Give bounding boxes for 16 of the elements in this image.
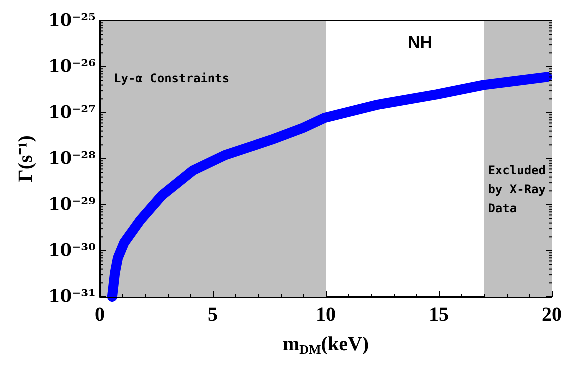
x-tick-label: 5: [208, 304, 218, 326]
x-tick-label: 10: [316, 304, 336, 326]
y-tick-label: 10⁻²⁸: [48, 149, 96, 169]
y-tick-label: 10⁻³⁰: [48, 241, 96, 261]
annotation: NH: [408, 33, 433, 52]
y-tick-label: 10⁻²⁵: [48, 11, 96, 31]
y-tick-label: 10⁻²⁹: [48, 195, 96, 215]
x-tick-label: 15: [429, 304, 449, 326]
y-tick-label: 10⁻²⁷: [48, 103, 96, 123]
y-tick-label: 10⁻²⁶: [48, 57, 96, 77]
x-tick-label: 0: [95, 304, 105, 326]
y-axis-title: Γ(s⁻¹): [15, 136, 37, 182]
band-label: Excluded by X-Ray Data: [488, 164, 554, 216]
x-tick-label: 20: [542, 304, 562, 326]
band-label: Ly-α Constraints: [114, 72, 230, 86]
y-tick-label: 10⁻³¹: [48, 287, 96, 307]
